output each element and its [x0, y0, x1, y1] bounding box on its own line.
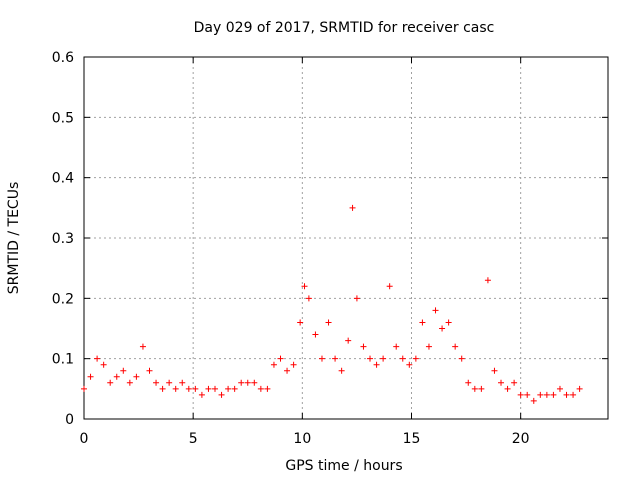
data-point — [126, 379, 133, 386]
data-point — [345, 337, 352, 344]
data-point — [439, 325, 446, 332]
data-point — [107, 379, 114, 386]
x-tick-label: 15 — [403, 431, 421, 447]
data-point — [179, 379, 186, 386]
data-point — [353, 295, 360, 302]
y-axis-label: SRMTID / TECUs — [6, 182, 22, 295]
data-point — [318, 355, 325, 362]
x-tick-label: 5 — [189, 431, 198, 447]
data-point — [380, 355, 387, 362]
data-point — [465, 379, 472, 386]
data-point — [524, 391, 531, 398]
data-point — [570, 391, 577, 398]
y-tick-label: 0.6 — [52, 50, 74, 66]
data-point — [192, 385, 199, 392]
data-point — [277, 355, 284, 362]
data-point — [225, 385, 232, 392]
data-point — [471, 385, 478, 392]
data-point — [146, 367, 153, 374]
data-point — [297, 319, 304, 326]
y-tick-label: 0.5 — [52, 110, 74, 126]
data-point — [504, 385, 511, 392]
x-tick-label: 0 — [80, 431, 89, 447]
chart-title: Day 029 of 2017, SRMTID for receiver cas… — [194, 20, 495, 36]
data-point — [432, 307, 439, 314]
data-point — [218, 391, 225, 398]
x-tick-label: 10 — [293, 431, 311, 447]
data-point — [412, 355, 419, 362]
data-point — [133, 373, 140, 380]
data-point — [543, 391, 550, 398]
data-point — [556, 385, 563, 392]
data-point — [550, 391, 557, 398]
data-point — [563, 391, 570, 398]
data-point — [491, 367, 498, 374]
data-point — [425, 343, 432, 350]
data-point — [386, 283, 393, 290]
y-tick-label: 0.1 — [52, 352, 74, 368]
data-point — [445, 319, 452, 326]
data-point — [349, 204, 356, 211]
data-point — [257, 385, 264, 392]
data-point — [576, 385, 583, 392]
data-point — [284, 367, 291, 374]
data-point — [305, 295, 312, 302]
data-point — [81, 385, 87, 392]
y-tick-label: 0.4 — [52, 171, 74, 187]
data-point — [301, 283, 308, 290]
data-point — [530, 397, 537, 404]
data-point — [231, 385, 238, 392]
data-point — [325, 319, 332, 326]
data-point — [419, 319, 426, 326]
y-tick-label: 0 — [65, 412, 74, 428]
data-point — [244, 379, 251, 386]
x-axis-label: GPS time / hours — [285, 458, 402, 474]
data-point — [113, 373, 120, 380]
data-point — [205, 385, 212, 392]
data-point — [212, 385, 218, 392]
data-point — [270, 361, 277, 368]
data-point — [185, 385, 192, 392]
data-point — [373, 361, 380, 368]
data-point — [517, 391, 524, 398]
data-point — [452, 343, 459, 350]
y-tick-label: 0.3 — [52, 231, 74, 247]
axis-ticks: 0 5 10 15 20 0 0.1 0.2 0.3 0.4 0.5 0.6 — [52, 50, 608, 447]
data-point — [87, 373, 94, 380]
x-tick-label: 20 — [512, 431, 530, 447]
data-point — [399, 355, 406, 362]
data-point — [478, 385, 485, 392]
data-point — [166, 379, 173, 386]
data-point — [100, 361, 107, 368]
data-point — [406, 361, 413, 368]
data-point — [172, 385, 179, 392]
grid-lines — [84, 57, 608, 419]
data-point — [537, 391, 544, 398]
data-point — [332, 355, 339, 362]
data-point — [120, 367, 127, 374]
data-point — [338, 367, 345, 374]
data-point — [159, 385, 166, 392]
data-point — [367, 355, 374, 362]
data-point — [290, 361, 297, 368]
data-point — [484, 277, 491, 284]
data-point — [153, 379, 160, 386]
data-point — [238, 379, 245, 386]
data-point — [94, 355, 101, 362]
data-point — [393, 343, 400, 350]
data-point — [458, 355, 465, 362]
data-point — [198, 391, 205, 398]
data-point — [139, 343, 146, 350]
data-point — [251, 379, 258, 386]
data-point — [264, 385, 271, 392]
data-point — [312, 331, 319, 338]
data-point — [511, 379, 518, 386]
data-points — [81, 204, 583, 404]
data-point — [498, 379, 505, 386]
data-point — [360, 343, 367, 350]
y-tick-label: 0.2 — [52, 291, 74, 307]
